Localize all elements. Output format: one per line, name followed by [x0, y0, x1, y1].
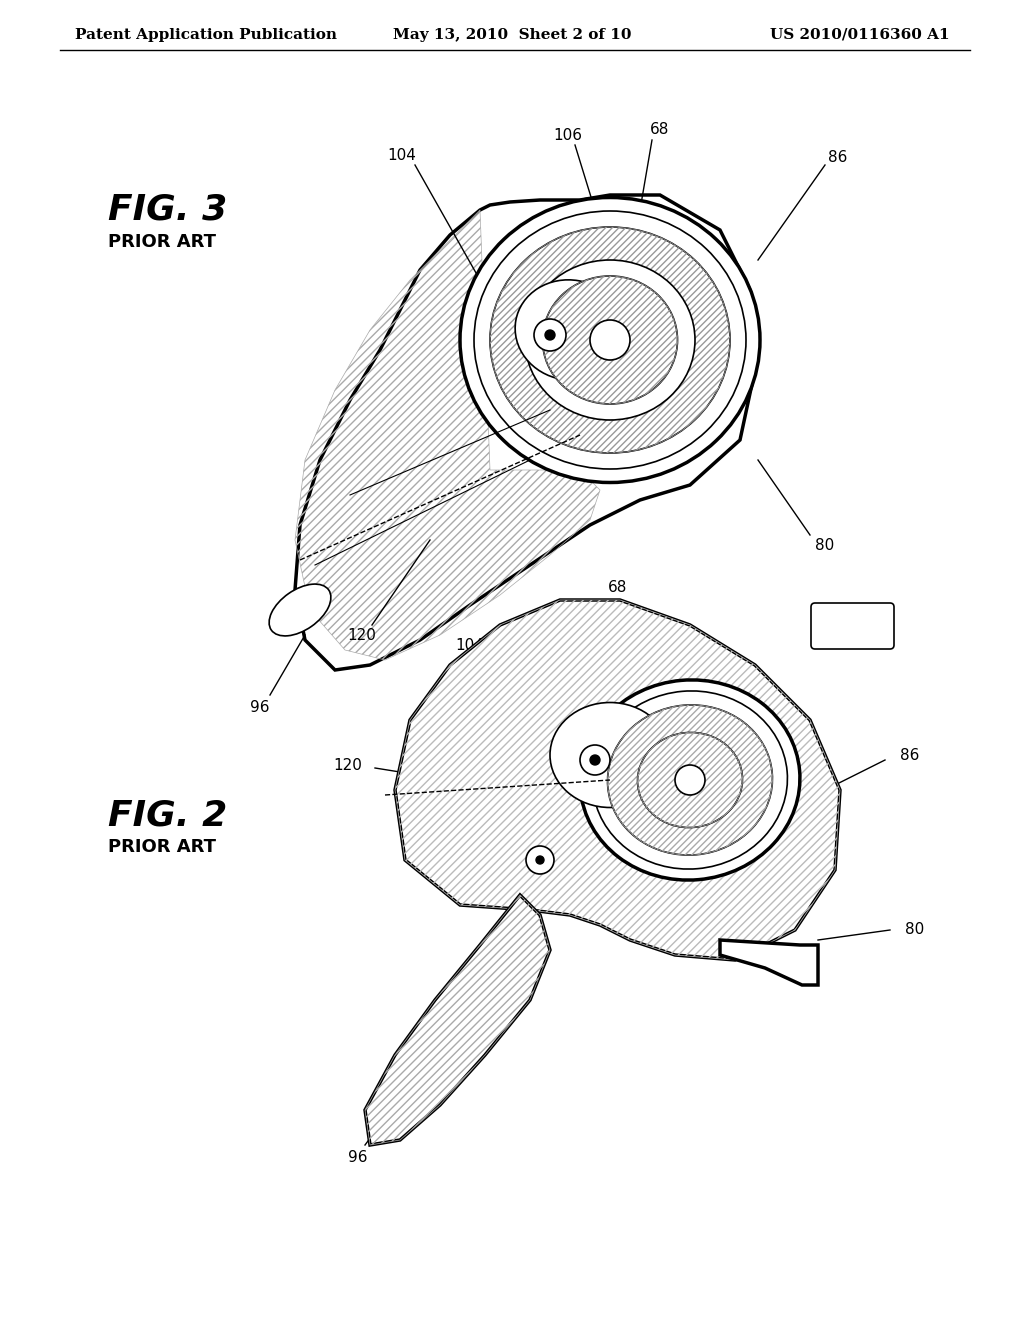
Text: 68: 68 — [608, 579, 628, 594]
Text: 106: 106 — [554, 128, 583, 143]
Circle shape — [675, 766, 705, 795]
Circle shape — [580, 744, 610, 775]
Text: PRIOR ART: PRIOR ART — [108, 234, 216, 251]
Ellipse shape — [543, 276, 678, 404]
Text: 86: 86 — [900, 747, 920, 763]
Ellipse shape — [525, 260, 695, 420]
FancyBboxPatch shape — [811, 603, 894, 649]
Text: 120: 120 — [347, 627, 377, 643]
Circle shape — [590, 755, 600, 766]
Text: US 2010/0116360 A1: US 2010/0116360 A1 — [770, 28, 950, 42]
Text: FIG. 3: FIG. 3 — [108, 193, 227, 227]
Ellipse shape — [515, 280, 625, 380]
Text: 80: 80 — [815, 537, 835, 553]
Polygon shape — [365, 895, 550, 1144]
Ellipse shape — [580, 680, 800, 880]
Circle shape — [545, 330, 555, 341]
Polygon shape — [720, 940, 818, 985]
Circle shape — [526, 846, 554, 874]
Text: 120: 120 — [333, 758, 362, 772]
Text: 68: 68 — [650, 123, 670, 137]
Text: 104: 104 — [456, 638, 484, 652]
Circle shape — [534, 319, 566, 351]
Ellipse shape — [490, 227, 730, 453]
Text: 106: 106 — [504, 627, 532, 643]
Ellipse shape — [638, 733, 742, 828]
Ellipse shape — [269, 583, 331, 636]
Circle shape — [590, 319, 630, 360]
Text: 80: 80 — [905, 923, 925, 937]
Ellipse shape — [550, 702, 670, 808]
Ellipse shape — [593, 690, 787, 869]
Ellipse shape — [474, 211, 746, 469]
Ellipse shape — [607, 705, 772, 855]
Text: 104: 104 — [387, 148, 417, 162]
Text: May 13, 2010  Sheet 2 of 10: May 13, 2010 Sheet 2 of 10 — [393, 28, 631, 42]
Text: FIG. 2: FIG. 2 — [108, 799, 227, 832]
Polygon shape — [295, 195, 755, 671]
Text: 96: 96 — [250, 701, 269, 715]
Text: 96: 96 — [348, 1151, 368, 1166]
Circle shape — [536, 855, 544, 865]
Text: 86: 86 — [828, 149, 848, 165]
Text: Patent Application Publication: Patent Application Publication — [75, 28, 337, 42]
Text: PRIOR ART: PRIOR ART — [108, 838, 216, 855]
Polygon shape — [395, 601, 840, 960]
Ellipse shape — [460, 198, 760, 483]
